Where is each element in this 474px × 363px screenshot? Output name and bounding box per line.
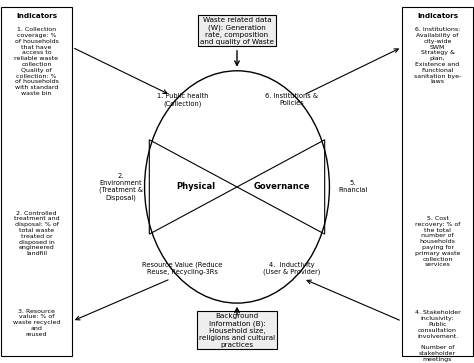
Text: 3. Resource
value: % of
waste recycled
and
reused: 3. Resource value: % of waste recycled a… [13,309,60,337]
Text: 1. Collection
coverage: %
of households
that have
access to
reliable waste
colle: 1. Collection coverage: % of households … [15,27,58,96]
Text: Physical: Physical [176,183,215,191]
Text: 6. Institutions &
Policies: 6. Institutions & Policies [265,93,318,106]
FancyBboxPatch shape [1,7,72,356]
Text: Governance: Governance [254,183,310,191]
Text: 4. Stakeholder
inclusivity:
Public
consultation
involvement.

Number of
stakehol: 4. Stakeholder inclusivity: Public consu… [415,310,460,362]
Text: 2.
Environment
(Treatment &
Disposal): 2. Environment (Treatment & Disposal) [99,173,143,201]
FancyBboxPatch shape [402,7,473,356]
Text: 5.
Financial: 5. Financial [338,180,368,193]
Text: 2. Controlled
treatment and
disposal: % of
total waste
treated or
disposed in
en: 2. Controlled treatment and disposal: % … [14,211,59,256]
Text: Resource Value (Reduce
Reuse, Recycling-3Rs: Resource Value (Reduce Reuse, Recycling-… [142,262,223,276]
Text: Waste related data
(W): Generation
rate, composition
and quality of Waste: Waste related data (W): Generation rate,… [200,17,274,45]
Text: Indicators: Indicators [16,13,57,19]
Text: 5. Cost
recovery: % of
the total
number of
households
paying for
primary waste
c: 5. Cost recovery: % of the total number … [415,216,460,268]
Text: Background
Information (B):
Household size,
religions and cultural
practices: Background Information (B): Household si… [199,313,275,348]
Text: Indicators: Indicators [417,13,458,19]
Text: 4.  Inductivity
(User & Provider): 4. Inductivity (User & Provider) [263,262,320,276]
Text: 6. Institutions:
Availability of
city-wide
SWM
Strategy &
plan,
Existence and
Fu: 6. Institutions: Availability of city-wi… [414,27,461,85]
Text: 1. Public health
(Collection): 1. Public health (Collection) [157,93,208,107]
